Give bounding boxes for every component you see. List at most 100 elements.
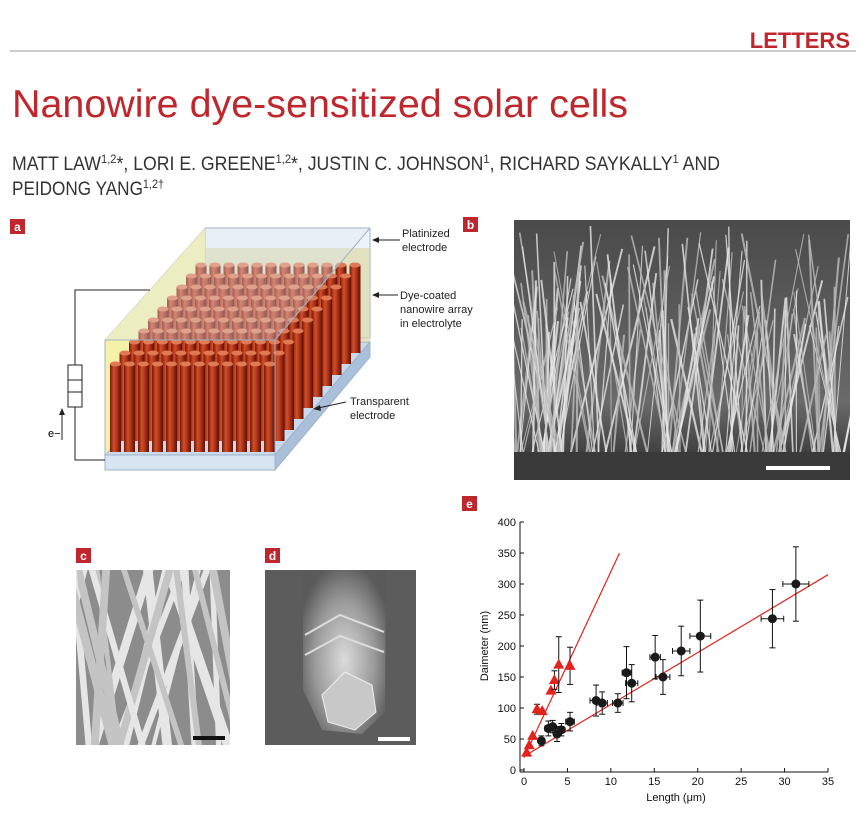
annotation: Transparent: [350, 396, 409, 408]
data-point: [536, 736, 546, 746]
nanowire-sem: [818, 234, 850, 456]
nanowire-sem: [740, 315, 760, 456]
nanowire-sem: [781, 323, 807, 456]
nanowire: [321, 298, 332, 386]
nanowire: [292, 331, 304, 419]
nanowire-top: [307, 262, 319, 268]
nanowire-top: [321, 262, 333, 268]
author-name: , RICHARD SAYKALLY: [490, 154, 673, 175]
data-point: [597, 698, 607, 708]
nanowire-sem: [765, 320, 775, 456]
author-name: MATT LAW: [12, 154, 101, 175]
nanowire: [194, 364, 205, 452]
nanowire-top: [214, 273, 225, 279]
nanowire-sem: [575, 276, 580, 456]
nanowire-sem: [88, 570, 146, 745]
nanowire-sem: [704, 271, 721, 456]
nanowire-sem: [744, 331, 764, 456]
x-tick-label: 5: [564, 776, 570, 788]
nanowire-top: [232, 284, 244, 290]
author-name: PEIDONG YANG: [12, 179, 143, 200]
annotation: electrode: [350, 410, 395, 422]
data-point: [553, 658, 565, 669]
scale-bar: [193, 736, 225, 740]
nanowire-top: [209, 295, 220, 301]
data-point: [527, 729, 539, 740]
nanowire-top: [242, 273, 253, 279]
nanowire-top: [152, 361, 163, 367]
schematic: e− Platinized electrode Dye-coated nanowire…: [48, 227, 473, 472]
nanowire-top: [227, 306, 239, 312]
nanowire-sem: [115, 570, 174, 745]
nanowire-sem: [760, 233, 805, 456]
nanowire-top: [200, 273, 211, 279]
nanowire-top: [124, 361, 135, 367]
nanowire-sem: [192, 570, 230, 722]
nanowire-top: [110, 361, 121, 367]
nanowire-top: [250, 328, 262, 334]
nanowire-sem: [519, 319, 523, 456]
panel-label-box: [462, 496, 477, 511]
nanowire-sem: [817, 300, 835, 456]
nanowire: [311, 309, 323, 397]
nanowire-top: [251, 295, 262, 301]
nanowire-top: [312, 273, 323, 279]
author-name: AND: [679, 154, 720, 175]
nanowire-top: [157, 339, 168, 345]
nanowire-top: [259, 350, 271, 356]
article-title: Nanowire dye-sensitized solar cells: [12, 83, 628, 126]
x-axis-label: Length (μm): [646, 792, 706, 804]
nanowire: [138, 364, 149, 452]
y-tick-label: 400: [498, 517, 516, 529]
nanowire-top: [270, 273, 281, 279]
nanowire-top: [274, 284, 286, 290]
nanowire-top: [190, 284, 202, 290]
nanowire: [110, 364, 121, 452]
nanowire-top: [209, 262, 221, 268]
nanowire-top: [241, 306, 253, 312]
nanowire-top: [264, 361, 275, 367]
nanowire-sem: [832, 243, 850, 456]
nanowire-sem: [76, 587, 118, 745]
nanowire: [124, 364, 135, 452]
nanowire-top: [223, 262, 235, 268]
nanowire-top: [302, 284, 314, 290]
y-tick-label: 350: [498, 548, 516, 560]
nanowire-sem: [514, 436, 517, 456]
annotation: Dye-coated: [400, 290, 456, 302]
affiliation: 1: [673, 152, 680, 166]
nanowire-top: [175, 350, 187, 356]
data-point: [613, 698, 623, 708]
nanowire-top: [138, 328, 150, 334]
data-point: [621, 668, 631, 678]
nanowire: [264, 364, 275, 452]
nanowire-top: [251, 262, 263, 268]
chart: 0 50 100 150 200 250 300 350 400 0 5 10 15 20 25 30 35 Le…: [479, 517, 834, 804]
nanowire-top: [186, 273, 197, 279]
y-tick-label: 50: [504, 734, 516, 746]
nanowire-top: [161, 350, 173, 356]
nanowire-top: [302, 317, 313, 323]
annotation: electrode: [402, 242, 447, 254]
nanowire-top: [213, 306, 225, 312]
fit-line: [523, 574, 829, 757]
nanowire-top: [227, 339, 238, 345]
nanowire-top: [204, 284, 216, 290]
nanowire-top: [279, 295, 290, 301]
nanowire-sem: [597, 283, 612, 456]
section-label: LETTERS: [750, 28, 850, 53]
nanowire-sem: [514, 452, 515, 456]
nanowire-top: [143, 339, 154, 345]
nanowire-top: [284, 273, 295, 279]
nanowire: [340, 276, 351, 364]
nanowire-top: [195, 295, 206, 301]
nanowire-top: [241, 339, 252, 345]
nanowire-top: [148, 317, 159, 323]
sem-image-b: [514, 220, 850, 480]
data-point: [521, 746, 533, 757]
nanowire: [222, 364, 233, 452]
nanowire-top: [293, 262, 305, 268]
fit-line: [523, 552, 621, 758]
y-tick-label: 0: [510, 765, 516, 777]
data-point: [676, 646, 686, 656]
